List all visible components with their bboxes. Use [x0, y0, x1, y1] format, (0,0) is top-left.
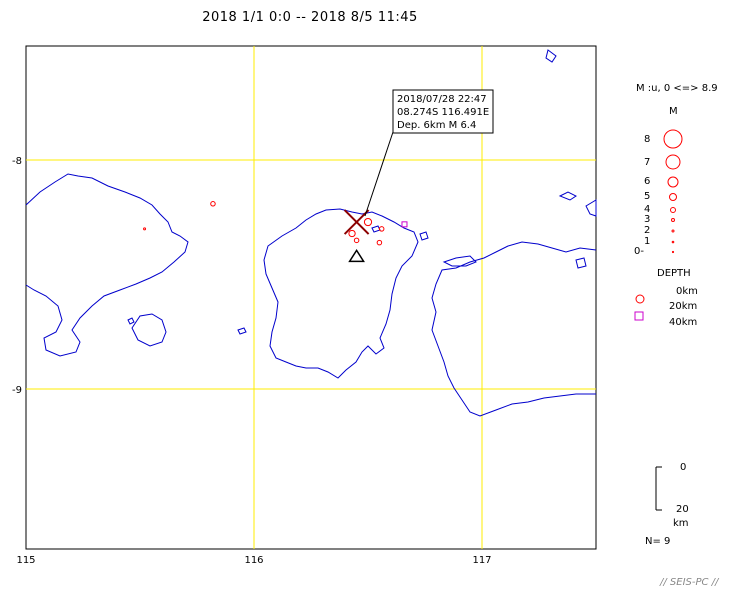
legend-depth-0: 0km	[676, 286, 698, 297]
coast-islet-8	[575, 257, 587, 269]
credit-text: // SEIS-PC //	[659, 577, 720, 588]
legend-mag-label-3: 3	[644, 214, 650, 225]
legend-depth-title: DEPTH	[657, 268, 691, 279]
coast-islet-6	[545, 49, 557, 63]
legend-mag-label-1: 1	[644, 236, 650, 247]
scale-unit-label: km	[673, 518, 689, 529]
legend-depth-symbol-20	[635, 294, 645, 304]
event-marker-5	[378, 226, 385, 232]
legend-mag-symbol-1	[671, 240, 675, 244]
legend-mag-label-0: 0-	[634, 246, 644, 257]
event-marker-4	[363, 217, 373, 227]
annotation-leader	[364, 131, 394, 217]
event-marker-1	[143, 227, 147, 231]
legend-mag-symbol-4	[670, 207, 676, 213]
legend-mag-symbol-3	[671, 218, 675, 222]
scale-bottom-label: 20	[676, 504, 689, 515]
annotation-line-3: Dep. 6km M 6.4	[397, 120, 476, 131]
coast-islet-5	[558, 191, 577, 201]
y-tick-9: -9	[12, 385, 22, 396]
legend-mag-label-6: 6	[644, 176, 650, 187]
legend-mag-symbol-6	[667, 176, 679, 188]
legend-mag-symbol-8	[663, 129, 683, 149]
legend-depth-40: 40km	[669, 317, 697, 328]
event-marker-2	[348, 229, 356, 238]
legend-mag-symbol-2	[671, 229, 675, 233]
legend-mag-label-7: 7	[644, 157, 650, 168]
legend-mag-symbol-0	[671, 250, 675, 254]
y-tick-8: -8	[12, 156, 22, 167]
coastlines	[25, 49, 597, 417]
legend-mag-label-4: 4	[644, 204, 650, 215]
page-title: 2018 1/1 0:0 -- 2018 8/5 11:45	[202, 10, 418, 25]
event-marker-0	[210, 201, 216, 207]
legend-mag-symbol-5	[669, 193, 677, 201]
grid-lines	[26, 46, 596, 549]
event-count: N= 9	[645, 536, 670, 547]
coast-bali	[25, 173, 189, 357]
event-marker-7	[401, 221, 408, 228]
event-marker-3	[353, 237, 360, 244]
depth-scale-bar	[655, 466, 662, 511]
coast-sumbawa	[431, 241, 597, 417]
coast-islet-1	[127, 317, 135, 325]
coast-sumbawa-north	[442, 255, 477, 267]
legend-mag-title: M	[669, 106, 678, 117]
legend-mag-label-5: 5	[644, 191, 650, 202]
annotation-box	[392, 89, 494, 134]
events-layer	[143, 201, 408, 263]
legend-mag-label-8: 8	[644, 134, 650, 145]
legend-mag-rows: 8 7 6 5 4 3 2 1 0-	[634, 129, 683, 257]
legend-depth-symbol-40	[634, 311, 644, 321]
station-triangle	[348, 248, 365, 263]
x-tick-117: 117	[472, 555, 491, 566]
coast-islet-4	[419, 231, 429, 241]
legend-depth-20: 20km	[669, 301, 697, 312]
map-frame	[25, 45, 597, 550]
coast-islet-7	[585, 199, 597, 217]
coast-islet-2	[237, 327, 247, 335]
scale-top-label: 0	[680, 462, 686, 473]
mainshock-marker	[343, 209, 370, 235]
annotation-line-1: 2018/07/28 22:47	[397, 94, 487, 105]
legend-mag-label-2: 2	[644, 225, 650, 236]
legend-mag-header: M :u, 0 <=> 8.9	[636, 83, 718, 94]
coast-islet-3	[371, 225, 381, 233]
x-tick-115: 115	[16, 555, 35, 566]
coast-nusa-penida	[131, 313, 167, 347]
event-marker-6	[376, 239, 383, 246]
x-tick-116: 116	[244, 555, 263, 566]
coast-lombok	[263, 208, 419, 379]
legend-mag-symbol-7	[665, 154, 681, 170]
annotation-line-2: 08.274S 116.491E	[397, 107, 489, 118]
